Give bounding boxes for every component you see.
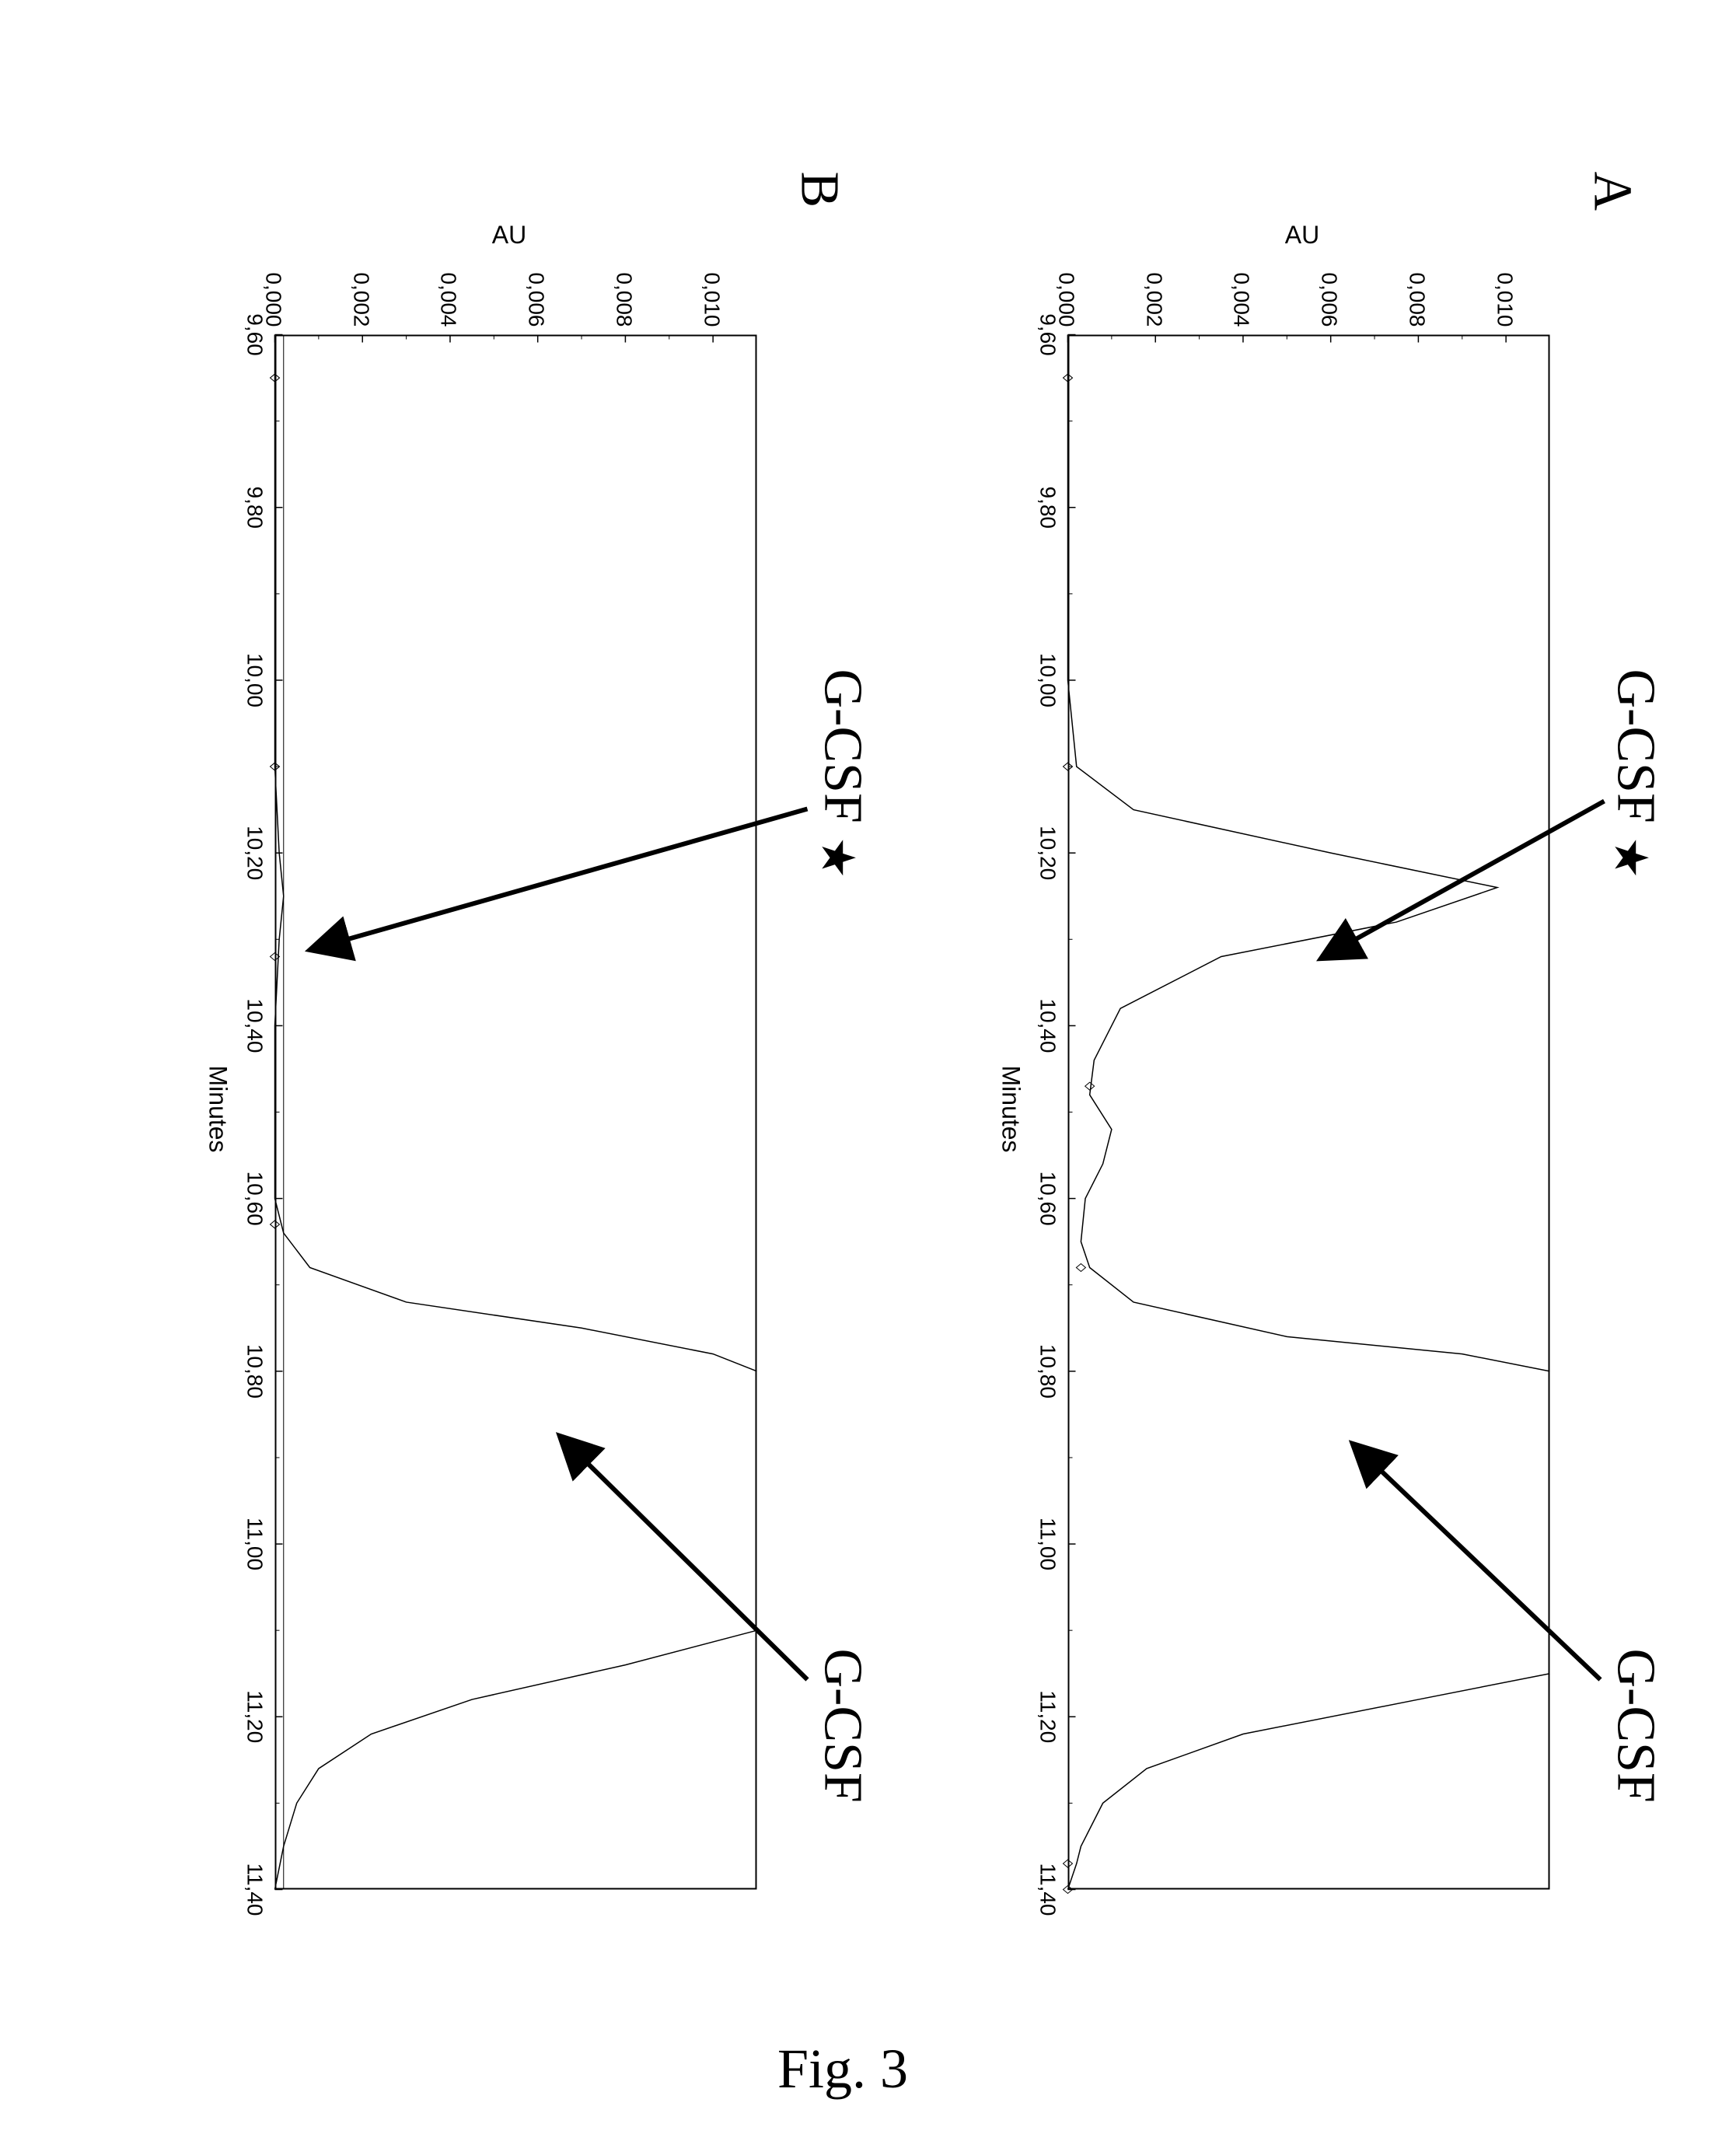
panel-b-arrows xyxy=(166,171,850,1975)
arrow-b-plain xyxy=(562,1438,807,1679)
figure-page: A G-CSF ★ G-CSF AU Minutes 0,0000,0020,0… xyxy=(0,0,1736,2155)
arrow-b-star xyxy=(313,809,807,948)
arrow-a-star xyxy=(1324,801,1604,956)
panel-a-arrows xyxy=(959,171,1643,1975)
figure-caption: Fig. 3 xyxy=(777,2037,908,2101)
panel-a: A G-CSF ★ G-CSF AU Minutes 0,0000,0020,0… xyxy=(959,171,1643,1975)
panel-b: B G-CSF ★ G-CSF AU Minutes 0,0000,0020,0… xyxy=(166,171,850,1975)
arrow-a-plain xyxy=(1355,1446,1600,1679)
